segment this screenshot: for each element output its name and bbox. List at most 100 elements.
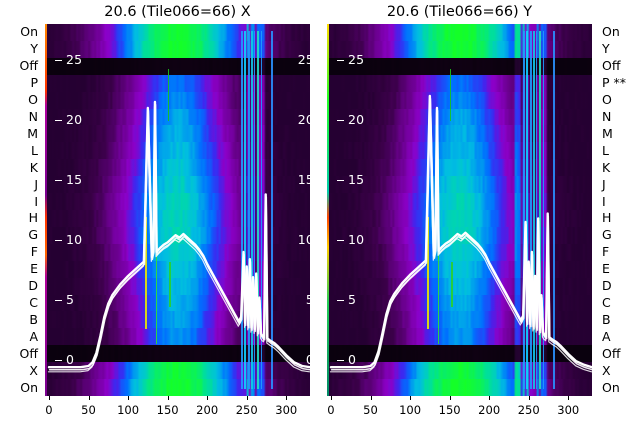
heatmap-row (45, 328, 310, 346)
rfi-streak (530, 31, 532, 389)
inner-y-tick: 20 (298, 112, 310, 127)
trace-path (329, 94, 592, 369)
panel-y[interactable]: 25 20 15 10 5 0 (327, 24, 592, 396)
inner-y-tick: 10 (298, 232, 310, 247)
category-label: Off (19, 58, 38, 74)
category-label: M (602, 125, 613, 141)
trace-path (47, 106, 310, 373)
category-label: A (602, 328, 611, 344)
category-axis-left: On Y Off P O N M L K J I H G F E D C B A Off X On (0, 24, 44, 396)
heatmap-row (45, 57, 310, 76)
tick-dash (337, 180, 344, 181)
heatmap-row (327, 108, 592, 127)
x-tick-label: 200 (478, 403, 501, 417)
heatmap-row (327, 328, 592, 346)
heatmap-row (327, 362, 592, 380)
rfi-streak (244, 31, 246, 389)
heatmap-row (45, 379, 310, 396)
category-label: J (34, 176, 38, 192)
heatmap-row (327, 159, 592, 177)
heatmap-row (327, 40, 592, 59)
category-label: L (602, 142, 609, 158)
x-tick-label: 0 (327, 403, 335, 417)
x-tick-mark (370, 396, 372, 400)
x-tick-mark (489, 396, 491, 400)
x-tick-label: 150 (438, 403, 461, 417)
heatmap-row (327, 57, 592, 76)
tick-dash (55, 360, 62, 361)
heatmap-row (327, 311, 592, 329)
x-tick-label: 300 (275, 403, 298, 417)
category-label: I (34, 193, 38, 209)
inner-y-tick-label: 25 (297, 52, 310, 67)
x-tick-mark (246, 396, 248, 400)
x-tick-mark (128, 396, 130, 400)
category-label: Off (19, 345, 38, 361)
inner-y-tick: 0 (55, 352, 74, 367)
category-label: P ** (602, 75, 627, 91)
heatmap-row (45, 362, 310, 380)
category-label: E (30, 261, 38, 277)
heatmap-x[interactable]: 25 20 15 10 5 0 25 20 15 10 5 0 (45, 24, 310, 396)
x-tick-label: 0 (45, 403, 53, 417)
tick-dash (337, 360, 344, 361)
rfi-streak (260, 31, 263, 389)
panel-title-x: 20.6 (Tile066=66) X (104, 4, 251, 20)
rfi-streak (449, 68, 452, 121)
inner-y-tick-label: 5 (66, 292, 75, 307)
category-label: G (28, 227, 38, 243)
x-tick-label: 100 (399, 403, 422, 417)
inner-y-tick-label: 25 (66, 52, 83, 67)
heatmap-row (327, 345, 592, 363)
rfi-streak (437, 187, 440, 344)
inner-y-tick: 15 (55, 172, 82, 187)
rfi-streak (253, 31, 256, 389)
rfi-streak (523, 31, 525, 389)
rfi-streak (526, 31, 528, 389)
inner-y-tick-label: 10 (66, 232, 83, 247)
heatmap-row (327, 91, 592, 110)
inner-y-tick: 20 (55, 112, 82, 127)
category-label: On (602, 24, 620, 40)
heatmap-row (45, 91, 310, 110)
heatmap-row (327, 193, 592, 211)
category-label: P (30, 75, 38, 91)
overlay-trace (47, 100, 310, 373)
rfi-streak (553, 31, 555, 389)
rfi-streak (257, 31, 259, 389)
x-tick-mark (528, 396, 530, 400)
inner-y-tick-label: 10 (297, 232, 310, 247)
category-label: N (602, 109, 612, 124)
tick-dash (55, 240, 62, 241)
x-tick-label: 250 (235, 403, 258, 417)
heatmap-row (45, 108, 310, 127)
heatmap-row (45, 24, 310, 42)
inner-y-tick-label: 15 (348, 172, 365, 187)
category-label: M (27, 125, 38, 141)
inner-y-tick: 15 (337, 172, 364, 187)
category-axis-right: On Y Off P ** O N M L K J I H G F E D C B A Off X On (596, 24, 640, 396)
category-label: K (602, 159, 611, 175)
tick-dash (337, 300, 344, 301)
category-label: K (29, 159, 38, 175)
heatmap-y[interactable]: 25 20 15 10 5 0 (327, 24, 592, 396)
rfi-streak (167, 68, 170, 121)
inner-y-tick: 15 (298, 172, 310, 187)
x-tick-mark (410, 396, 412, 400)
inner-y-tick-label: 0 (306, 352, 310, 367)
inner-y-tick: 0 (337, 352, 356, 367)
x-tick-mark (48, 396, 50, 400)
panel-x[interactable]: 25 20 15 10 5 0 25 20 15 10 5 0 (45, 24, 310, 396)
edge-marker-stripe (45, 24, 47, 396)
inner-y-tick-label: 10 (348, 232, 365, 247)
heatmap-row (45, 311, 310, 329)
category-label: Y (30, 41, 38, 57)
x-tick-label: 50 (81, 403, 96, 417)
category-label: Off (602, 58, 621, 74)
x-tick-label: 300 (557, 403, 580, 417)
heatmap-row (45, 142, 310, 160)
category-label: B (602, 311, 611, 327)
x-axis-right: 0 50 100 150 200 250 300 (327, 396, 592, 436)
x-tick-label: 100 (117, 403, 140, 417)
inner-y-tick-label: 0 (348, 352, 357, 367)
